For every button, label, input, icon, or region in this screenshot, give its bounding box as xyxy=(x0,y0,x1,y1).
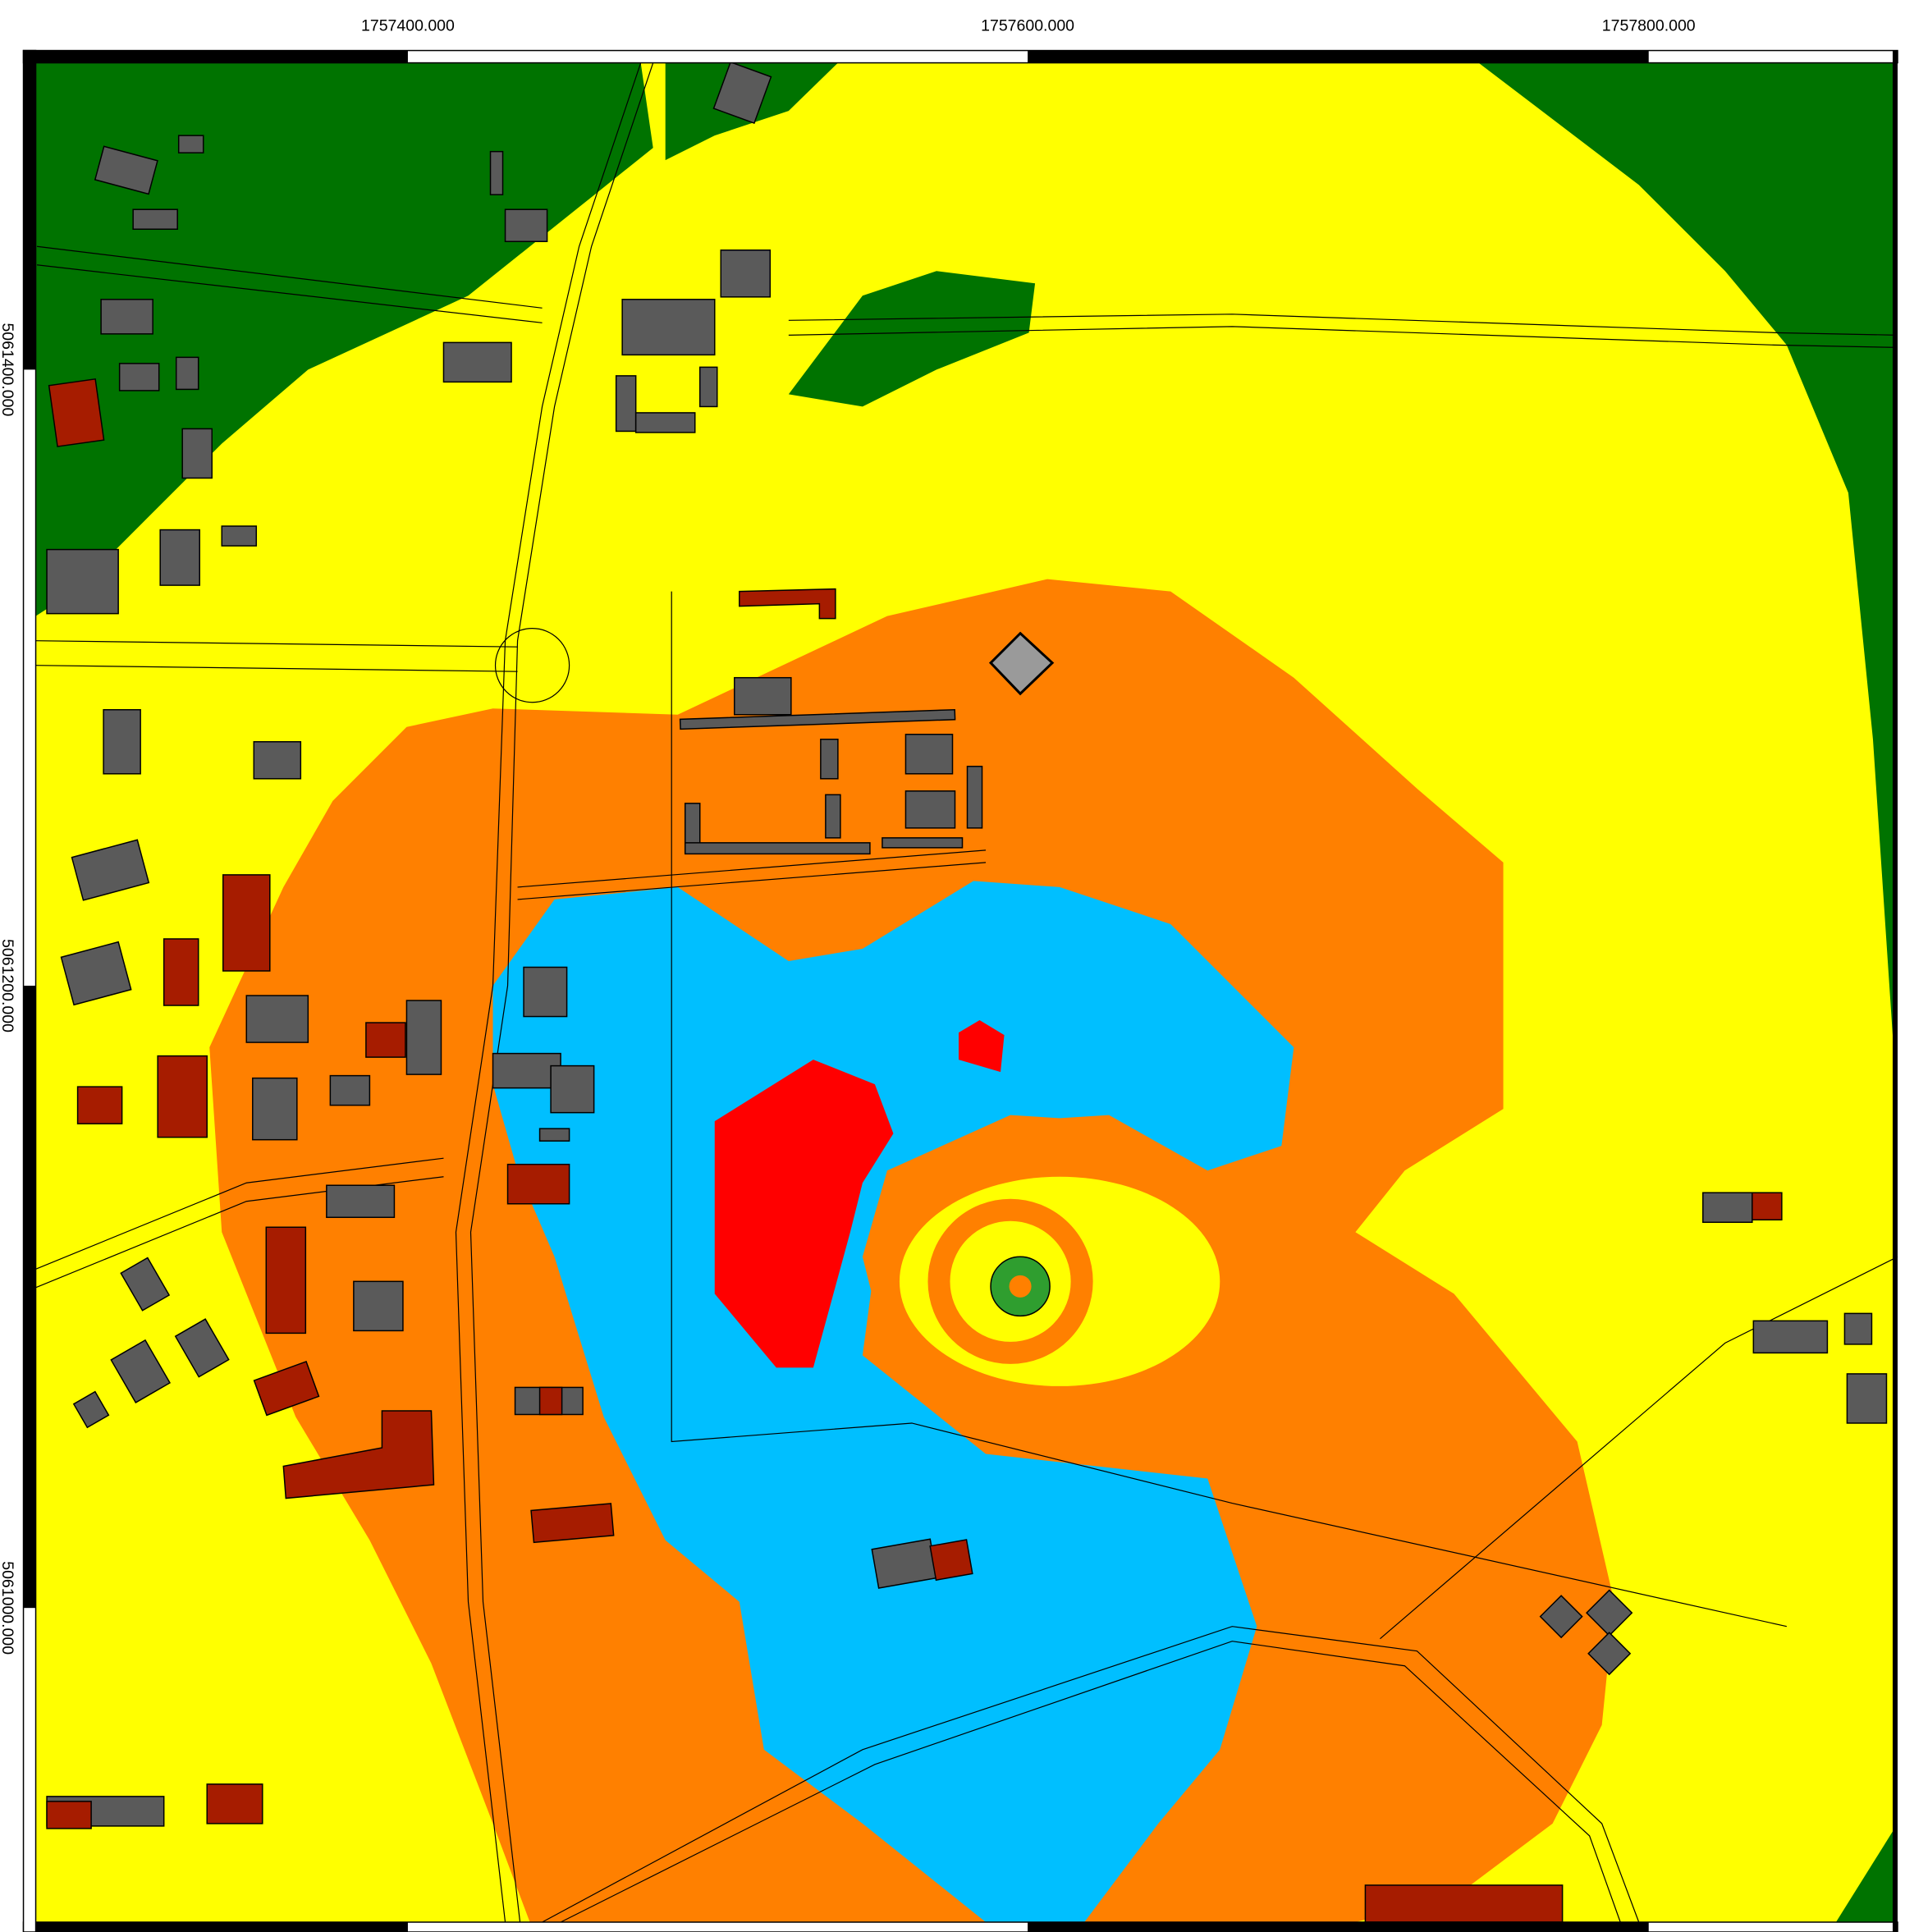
building xyxy=(163,938,199,1006)
building xyxy=(222,874,271,972)
building xyxy=(506,1163,570,1205)
building xyxy=(76,1086,123,1124)
building xyxy=(904,790,956,829)
frame-segment xyxy=(1028,50,1649,63)
building xyxy=(1587,1632,1632,1676)
zone-green xyxy=(788,271,1036,407)
building xyxy=(538,1128,570,1142)
source-marker-center xyxy=(1009,1275,1032,1298)
building xyxy=(118,363,160,391)
building xyxy=(174,1318,230,1378)
building xyxy=(46,1801,92,1829)
building xyxy=(966,766,983,829)
building xyxy=(530,1503,615,1544)
building xyxy=(720,250,772,298)
building xyxy=(1752,1192,1783,1221)
building xyxy=(684,842,871,855)
zone-blue xyxy=(492,881,1294,1922)
building xyxy=(698,366,718,408)
building xyxy=(1843,1312,1873,1345)
building xyxy=(1364,1884,1564,1923)
building xyxy=(177,135,204,153)
frame-segment xyxy=(1028,1921,1649,1932)
building xyxy=(110,1339,171,1403)
roads xyxy=(35,62,1898,1923)
building xyxy=(538,1386,563,1416)
building xyxy=(252,1077,298,1141)
building xyxy=(157,1055,208,1138)
building xyxy=(120,1257,171,1312)
y-coordinate-label: 5061200.000 xyxy=(0,939,16,1032)
building xyxy=(634,412,696,433)
zone-red xyxy=(714,1060,894,1368)
map-area xyxy=(35,61,1898,1923)
building xyxy=(882,837,964,849)
building xyxy=(326,1184,396,1219)
building xyxy=(60,941,132,1006)
building xyxy=(615,375,637,433)
building xyxy=(159,529,200,586)
building xyxy=(329,1074,371,1106)
frame-right xyxy=(1892,50,1898,1932)
building xyxy=(621,299,716,356)
building xyxy=(94,145,158,195)
x-coordinate-label: 1757400.000 xyxy=(361,17,455,35)
building xyxy=(206,1783,263,1824)
building xyxy=(1586,1589,1633,1637)
zone-red xyxy=(959,1020,1005,1073)
building xyxy=(253,1361,320,1417)
building xyxy=(904,734,954,775)
x-coordinate-label: 1757800.000 xyxy=(1602,17,1696,35)
building xyxy=(1539,1595,1583,1639)
frame-segment xyxy=(23,986,36,1609)
building xyxy=(825,794,841,839)
building xyxy=(353,1280,404,1332)
building xyxy=(365,1022,406,1058)
building xyxy=(820,739,839,780)
zone-orange-ring xyxy=(927,1198,1093,1364)
receiver-marker xyxy=(988,631,1055,696)
frame-segment xyxy=(23,50,408,63)
building xyxy=(48,378,105,447)
x-coordinate-label: 1757600.000 xyxy=(981,17,1074,35)
building xyxy=(504,208,548,243)
building xyxy=(245,995,309,1043)
building xyxy=(679,708,956,730)
building xyxy=(253,741,302,780)
building xyxy=(734,676,792,716)
building xyxy=(405,1000,442,1075)
zone-green xyxy=(1478,62,1898,1110)
buildings xyxy=(46,61,1888,1827)
building xyxy=(929,1539,973,1582)
building xyxy=(221,525,258,547)
building xyxy=(1752,1320,1829,1354)
frame-segment xyxy=(23,50,36,370)
building xyxy=(442,341,512,383)
y-coordinate-label: 5061400.000 xyxy=(0,323,16,416)
frame-segment xyxy=(23,1921,408,1932)
building xyxy=(489,150,504,195)
zone-green xyxy=(35,62,653,616)
building xyxy=(492,1052,561,1089)
building xyxy=(1702,1192,1753,1224)
building xyxy=(103,708,141,775)
building xyxy=(712,61,772,125)
building xyxy=(46,548,119,615)
building xyxy=(72,1390,110,1429)
building xyxy=(100,299,153,335)
frame xyxy=(22,49,1898,1932)
building xyxy=(523,966,568,1018)
building xyxy=(175,356,199,391)
building xyxy=(550,1064,595,1114)
building xyxy=(739,588,836,620)
building xyxy=(282,1410,435,1499)
building xyxy=(132,208,178,230)
building xyxy=(1846,1373,1888,1424)
building xyxy=(181,428,213,479)
y-coordinate-label: 5061000.000 xyxy=(0,1561,16,1655)
building xyxy=(71,839,150,901)
buildings-highlighted xyxy=(46,378,1783,1923)
building xyxy=(265,1226,307,1335)
